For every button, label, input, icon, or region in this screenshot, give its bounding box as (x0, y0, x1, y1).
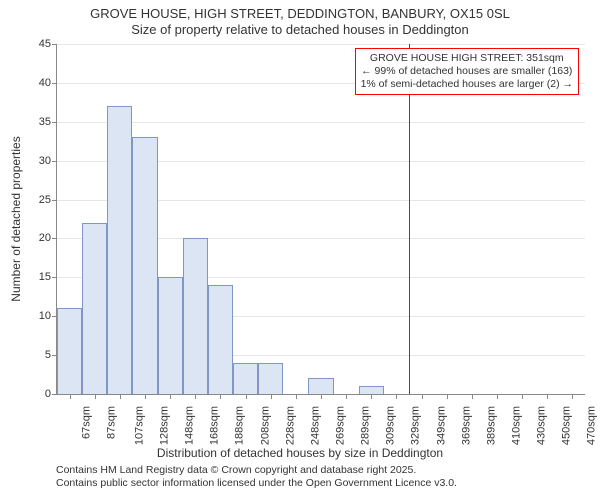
xtick-label: 188sqm (234, 406, 246, 445)
histogram-bar (359, 386, 384, 394)
y-axis-title: Number of detached properties (9, 136, 23, 301)
footer-line2: Contains public sector information licen… (56, 477, 457, 490)
xtick-mark (346, 394, 347, 399)
x-axis-title: Distribution of detached houses by size … (157, 446, 443, 460)
gridline (57, 122, 585, 123)
chart-titles: GROVE HOUSE, HIGH STREET, DEDDINGTON, BA… (0, 0, 600, 39)
xtick-label: 67sqm (80, 406, 92, 439)
xtick-mark (371, 394, 372, 399)
ytick-mark (52, 83, 57, 84)
xtick-label: 107sqm (133, 406, 145, 445)
xtick-mark (170, 394, 171, 399)
xtick-label: 248sqm (309, 406, 321, 445)
xtick-label: 309sqm (385, 406, 397, 445)
histogram-bar (132, 137, 157, 394)
xtick-label: 269sqm (335, 406, 347, 445)
ytick-label: 15 (39, 271, 51, 283)
histogram-bar (158, 277, 183, 394)
ytick-label: 0 (45, 388, 51, 400)
histogram-bar (57, 308, 82, 394)
ytick-label: 35 (39, 116, 51, 128)
xtick-label: 450sqm (561, 406, 573, 445)
xtick-label: 228sqm (284, 406, 296, 445)
annotation-box: GROVE HOUSE HIGH STREET: 351sqm← 99% of … (355, 48, 579, 95)
ytick-mark (52, 122, 57, 123)
xtick-label: 148sqm (184, 406, 196, 445)
xtick-mark (195, 394, 196, 399)
ytick-mark (52, 44, 57, 45)
histogram-bar (308, 378, 333, 394)
annotation-line3: 1% of semi-detached houses are larger (2… (361, 78, 573, 91)
xtick-mark (321, 394, 322, 399)
xtick-label: 168sqm (209, 406, 221, 445)
ytick-label: 10 (39, 310, 51, 322)
xtick-mark (246, 394, 247, 399)
footer-line1: Contains HM Land Registry data © Crown c… (56, 464, 457, 477)
ytick-label: 20 (39, 232, 51, 244)
xtick-label: 349sqm (435, 406, 447, 445)
xtick-mark (497, 394, 498, 399)
ytick-label: 30 (39, 155, 51, 167)
xtick-label: 208sqm (259, 406, 271, 445)
xtick-label: 410sqm (511, 406, 523, 445)
ytick-label: 25 (39, 194, 51, 206)
xtick-mark (547, 394, 548, 399)
plot-area: 05101520253035404567sqm87sqm107sqm128sqm… (56, 44, 585, 395)
xtick-mark (70, 394, 71, 399)
annotation-line1: GROVE HOUSE HIGH STREET: 351sqm (361, 52, 573, 65)
ytick-mark (52, 200, 57, 201)
ytick-mark (52, 161, 57, 162)
histogram-bar (258, 363, 283, 394)
footer-attribution: Contains HM Land Registry data © Crown c… (56, 464, 457, 490)
annotation-line2: ← 99% of detached houses are smaller (16… (361, 65, 573, 78)
ytick-mark (52, 238, 57, 239)
histogram-bar (233, 363, 258, 394)
xtick-mark (447, 394, 448, 399)
xtick-label: 389sqm (485, 406, 497, 445)
histogram-bar (208, 285, 233, 394)
xtick-mark (572, 394, 573, 399)
ytick-label: 45 (39, 38, 51, 50)
histogram-bar (82, 223, 107, 394)
xtick-mark (145, 394, 146, 399)
histogram-chart: GROVE HOUSE, HIGH STREET, DEDDINGTON, BA… (0, 0, 600, 500)
xtick-mark (522, 394, 523, 399)
xtick-label: 128sqm (159, 406, 171, 445)
ytick-label: 40 (39, 77, 51, 89)
xtick-mark (120, 394, 121, 399)
chart-title-line1: GROVE HOUSE, HIGH STREET, DEDDINGTON, BA… (0, 6, 600, 22)
xtick-label: 470sqm (586, 406, 598, 445)
xtick-label: 87sqm (105, 406, 117, 439)
ytick-mark (52, 277, 57, 278)
reference-line (409, 44, 410, 394)
xtick-label: 329sqm (410, 406, 422, 445)
xtick-mark (220, 394, 221, 399)
xtick-label: 289sqm (360, 406, 372, 445)
xtick-mark (472, 394, 473, 399)
xtick-mark (296, 394, 297, 399)
gridline (57, 44, 585, 45)
xtick-mark (95, 394, 96, 399)
xtick-mark (396, 394, 397, 399)
xtick-label: 369sqm (460, 406, 472, 445)
xtick-mark (271, 394, 272, 399)
xtick-label: 430sqm (536, 406, 548, 445)
ytick-label: 5 (45, 349, 51, 361)
histogram-bar (107, 106, 132, 394)
chart-title-line2: Size of property relative to detached ho… (0, 22, 600, 38)
histogram-bar (183, 238, 208, 394)
ytick-mark (52, 394, 57, 395)
xtick-mark (422, 394, 423, 399)
